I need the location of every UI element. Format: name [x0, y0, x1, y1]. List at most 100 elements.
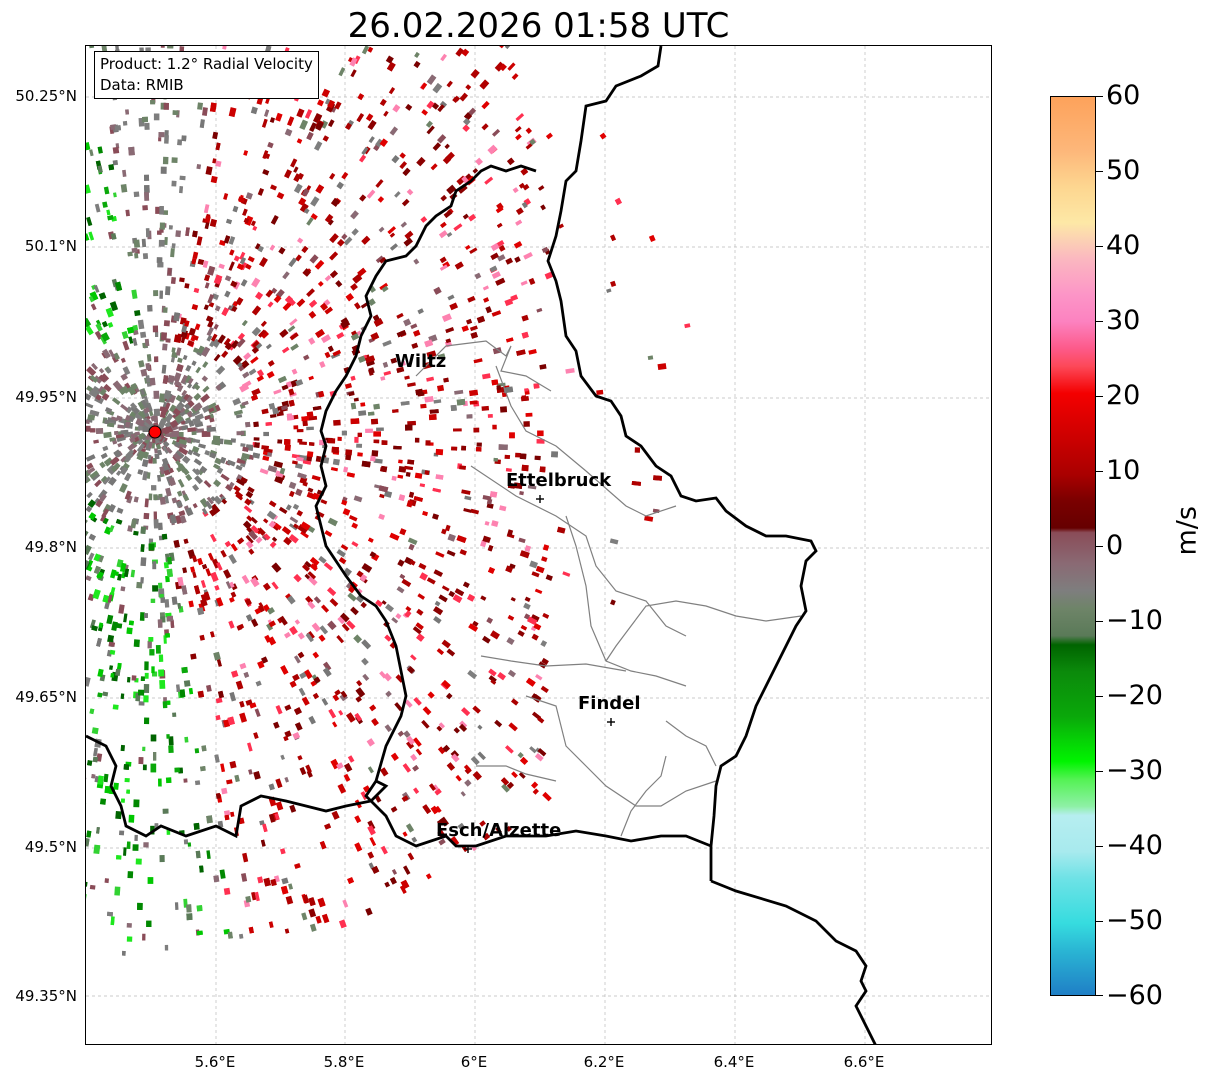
echo-pixel [158, 137, 162, 142]
echo-pixel [101, 332, 110, 342]
echo-pixel [315, 121, 324, 131]
echo-pixel [302, 419, 308, 427]
echo-pixel [328, 438, 336, 444]
echo-pixel [500, 777, 510, 786]
echo-pixel [193, 458, 203, 466]
echo-pixel [322, 667, 332, 677]
echo-pixel [228, 596, 235, 603]
echo-pixel [535, 565, 545, 574]
echo-pixel [88, 295, 95, 303]
echo-pixel [140, 577, 144, 584]
echo-pixel [499, 46, 508, 49]
echo-pixel [86, 491, 93, 499]
echo-pixel [157, 619, 163, 628]
echo-pixel [375, 255, 384, 264]
echo-pixel [122, 366, 131, 376]
echo-pixel [396, 366, 405, 373]
echo-pixel [208, 552, 214, 561]
radar-site-marker[interactable] [148, 425, 162, 439]
echo-pixel [521, 314, 529, 322]
echo-pixel [86, 454, 96, 462]
echo-pixel [406, 500, 413, 508]
echo-pixel [455, 774, 462, 782]
echo-pixel [269, 244, 276, 251]
echo-pixel [166, 447, 173, 454]
echo-pixel [404, 610, 412, 618]
echo-pixel [260, 839, 266, 847]
echo-pixel [507, 614, 515, 621]
echo-pixel [91, 472, 101, 481]
echo-pixel [614, 197, 622, 206]
echo-pixel [377, 196, 385, 203]
echo-pixel [245, 421, 251, 428]
echo-pixel [113, 449, 122, 458]
echo-pixel [153, 494, 158, 501]
echo-pixel [172, 712, 177, 717]
echo-pixel [279, 615, 288, 626]
echo-pixel [285, 895, 294, 905]
echo-pixel [452, 96, 459, 104]
echo-pixel [422, 706, 432, 716]
echo-pixel [361, 146, 369, 155]
echo-pixel [356, 113, 365, 123]
echo-pixel [173, 372, 182, 383]
echo-pixel [175, 460, 183, 468]
echo-pixel [410, 753, 418, 762]
echo-pixel [148, 493, 153, 501]
echo-pixel [166, 568, 173, 578]
echo-pixel [146, 920, 152, 928]
radar-map[interactable] [85, 45, 992, 1045]
echo-pixel [302, 460, 312, 465]
echo-pixel [338, 710, 344, 716]
echo-pixel [269, 117, 276, 123]
echo-pixel [315, 184, 325, 194]
echo-pixel [341, 233, 348, 240]
echo-pixel [545, 132, 553, 140]
echo-pixel [144, 185, 150, 193]
echo-pixel [142, 253, 149, 260]
echo-pixel [124, 490, 132, 501]
echo-pixel [492, 347, 502, 355]
echo-pixel [144, 661, 149, 671]
echo-pixel [498, 444, 508, 451]
echo-pixel [301, 563, 310, 572]
echo-pixel [108, 641, 116, 648]
echo-pixel [309, 299, 318, 308]
echo-pixel [407, 459, 415, 465]
echo-pixel [426, 376, 435, 382]
echo-pixel [154, 453, 160, 460]
echo-pixel [267, 141, 274, 149]
echo-pixel [515, 113, 525, 122]
echo-pixel [354, 815, 362, 824]
echo-pixel [212, 131, 219, 140]
echo-pixel [317, 897, 326, 908]
echo-pixel [289, 332, 299, 341]
echo-pixel [108, 349, 116, 359]
echo-pixel [124, 777, 130, 783]
echo-pixel [124, 472, 132, 482]
echo-pixel [684, 323, 691, 329]
echo-pixel [113, 352, 121, 361]
echo-pixel [187, 340, 195, 347]
echo-pixel [192, 571, 197, 579]
echo-pixel [288, 490, 295, 498]
echo-pixel [175, 403, 183, 411]
echo-pixel [293, 166, 299, 173]
product-label: Product: 1.2° Radial Velocity [100, 55, 313, 73]
echo-pixel [120, 183, 128, 193]
echo-pixel [458, 723, 468, 733]
echo-pixel [163, 320, 170, 327]
echo-pixel [313, 596, 322, 604]
echo-pixel [200, 580, 207, 589]
echo-pixel [279, 328, 289, 338]
echo-pixel [86, 544, 92, 556]
echo-pixel [131, 675, 137, 681]
echo-pixel [120, 455, 127, 463]
echo-pixel [173, 539, 180, 548]
echo-pixel [163, 469, 171, 476]
echo-pixel [147, 640, 152, 649]
echo-pixel [343, 236, 353, 246]
echo-pixel [224, 342, 233, 351]
echo-pixel [192, 484, 200, 492]
echo-pixel [307, 487, 314, 493]
